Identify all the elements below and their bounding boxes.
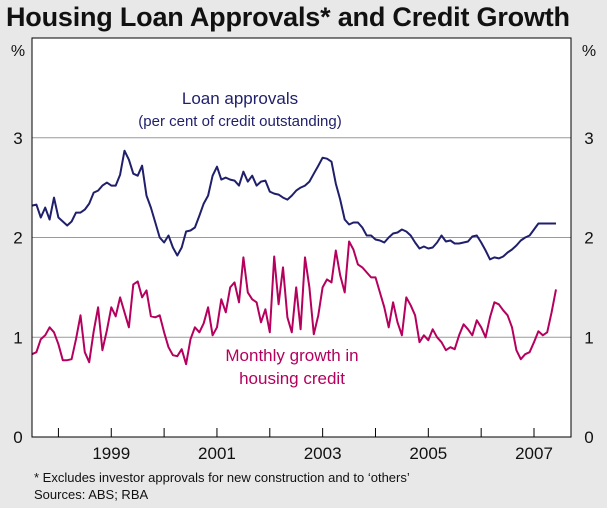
- y-tick-label-right: 3: [584, 129, 593, 148]
- y-axis-ticks: 0 0 1 1 2 2 3 3: [13, 129, 593, 447]
- y-unit-left: %: [11, 43, 25, 60]
- y-tick-label-right: 1: [584, 328, 593, 347]
- y-tick-label-right: 2: [584, 229, 593, 248]
- plot-border: [31, 37, 572, 438]
- y-tick-label-right: 0: [584, 428, 593, 447]
- x-tick-label: 2003: [304, 444, 342, 463]
- sources: Sources: ABS; RBA: [34, 487, 149, 502]
- footnote: * Excludes investor approvals for new co…: [34, 470, 410, 485]
- credit-growth-sublabel: housing credit: [239, 369, 345, 388]
- y-unit-right: %: [582, 43, 596, 60]
- x-tick-label: 2001: [198, 444, 236, 463]
- y-tick-label-left: 1: [13, 328, 22, 347]
- chart-notes: * Excludes investor approvals for new co…: [34, 469, 410, 503]
- gridlines: [32, 137, 571, 338]
- loan-approvals-label: Loan approvals: [182, 89, 298, 108]
- loan-approvals-sublabel: (per cent of credit outstanding): [138, 113, 341, 130]
- y-tick-label-left: 2: [13, 229, 22, 248]
- x-tick-label: 1999: [92, 444, 130, 463]
- year-separators: [57, 428, 535, 437]
- y-tick-label-left: 3: [13, 129, 22, 148]
- series-lines: [31, 149, 557, 366]
- x-tick-label: 2005: [409, 444, 447, 463]
- y-tick-label-left: 0: [13, 428, 22, 447]
- loan-approvals-line: [31, 149, 556, 261]
- x-axis-ticks: 1999 2001 2003 2005 2007: [92, 444, 553, 463]
- x-tick-label: 2007: [515, 444, 553, 463]
- credit-growth-line: [31, 240, 557, 366]
- chart-title: Housing Loan Approvals* and Credit Growt…: [6, 2, 570, 32]
- credit-growth-label: Monthly growth in: [225, 346, 358, 365]
